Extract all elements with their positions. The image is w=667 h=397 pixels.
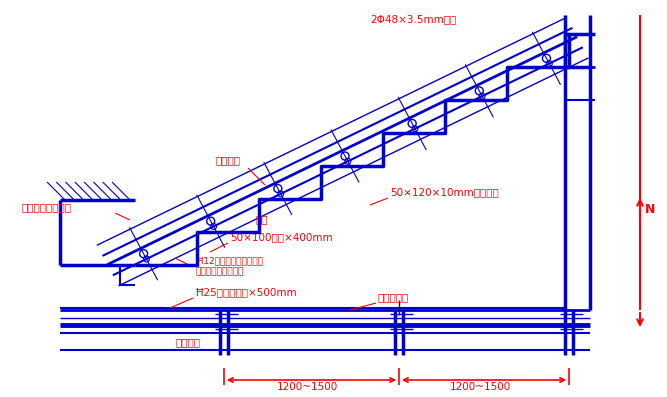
Text: Ħ12对拉蚂耕，间距一步: Ħ12对拉蚂耕，间距一步 xyxy=(195,256,263,265)
Text: 1200~1500: 1200~1500 xyxy=(276,382,338,392)
Text: 模组: 模组 xyxy=(255,214,267,224)
Text: 设一层，横向设两道: 设一层，横向设两道 xyxy=(195,267,243,276)
Text: 50×120×10mm鈢模卖片: 50×120×10mm鈢模卖片 xyxy=(390,187,499,197)
Text: 起模图（成平台）: 起模图（成平台） xyxy=(22,202,72,212)
Text: 50×100木方×400mm: 50×100木方×400mm xyxy=(230,232,333,242)
Text: 鈢管立杆: 鈢管立杆 xyxy=(175,337,200,347)
Text: 鈢管水平杆: 鈢管水平杆 xyxy=(378,292,410,302)
Text: 2Φ48×3.5mm鈢管: 2Φ48×3.5mm鈢管 xyxy=(370,14,456,24)
Text: Ħ25防滑鈢钕头×500mm: Ħ25防滑鈢钕头×500mm xyxy=(195,287,297,297)
Text: 七层模板: 七层模板 xyxy=(215,155,240,165)
Text: N: N xyxy=(645,203,656,216)
Text: 1200~1500: 1200~1500 xyxy=(450,382,511,392)
